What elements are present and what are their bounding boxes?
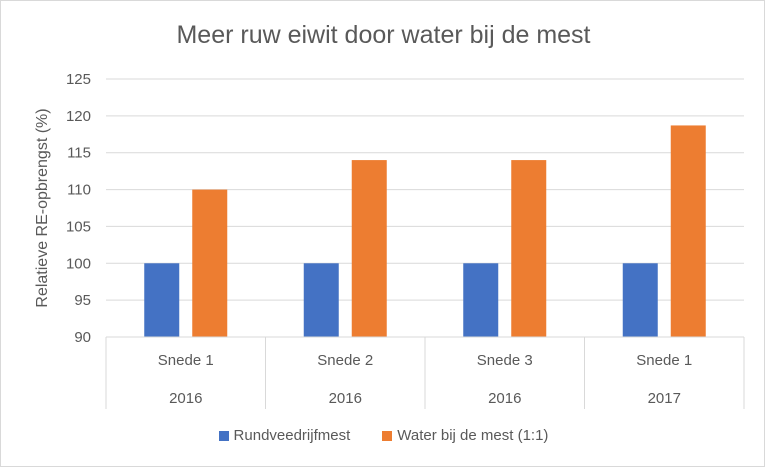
y-tick-label-95: 95 — [74, 292, 91, 309]
bar-rundveedrijfmest-1 — [144, 263, 180, 337]
x-tick-label-3: Snede 3 — [477, 352, 533, 369]
x-tick-label-1: Snede 1 — [158, 352, 214, 369]
chart-title: Meer ruw eiwit door water bij de mest — [176, 21, 591, 49]
bar-rundveedrijfmest-4 — [622, 263, 658, 337]
y-tick-label-115: 115 — [67, 145, 91, 162]
x-tick-label-2: Snede 2 — [317, 352, 373, 369]
x-group-label-3: 2016 — [488, 390, 521, 407]
legend-item-rundveedrijfmest: Rundveedrijfmest — [218, 427, 351, 444]
legend-swatch-rundveedrijfmest — [218, 430, 229, 441]
legend-item-water-bij-de-mest: Water bij de mest (1:1) — [382, 427, 548, 444]
x-group-label-1: 2016 — [169, 390, 202, 407]
legend-label-rundveedrijfmest: Rundveedrijfmest — [233, 427, 351, 444]
y-tick-label-105: 105 — [66, 218, 91, 235]
legend-swatch-water-bij-de-mest — [382, 430, 393, 441]
x-tick-label-4: Snede 1 — [636, 352, 692, 369]
y-tick-label-110: 110 — [67, 182, 91, 199]
x-group-label-4: 2017 — [648, 390, 681, 407]
bar-water-bij-de-mest-2 — [351, 160, 387, 337]
y-tick-label-120: 120 — [66, 108, 91, 125]
bar-rundveedrijfmest-2 — [303, 263, 339, 337]
bar-rundveedrijfmest-3 — [463, 263, 499, 337]
y-tick-label-125: 125 — [66, 71, 91, 88]
y-tick-label-100: 100 — [66, 255, 91, 272]
y-tick-label-90: 90 — [74, 329, 91, 346]
legend-label-water-bij-de-mest: Water bij de mest (1:1) — [397, 427, 549, 444]
x-group-label-2: 2016 — [329, 390, 362, 407]
bar-water-bij-de-mest-4 — [670, 125, 706, 337]
bar-water-bij-de-mest-1 — [192, 189, 228, 337]
legend: Rundveedrijfmest Water bij de mest (1:1) — [1, 427, 765, 444]
bar-water-bij-de-mest-3 — [511, 160, 547, 337]
